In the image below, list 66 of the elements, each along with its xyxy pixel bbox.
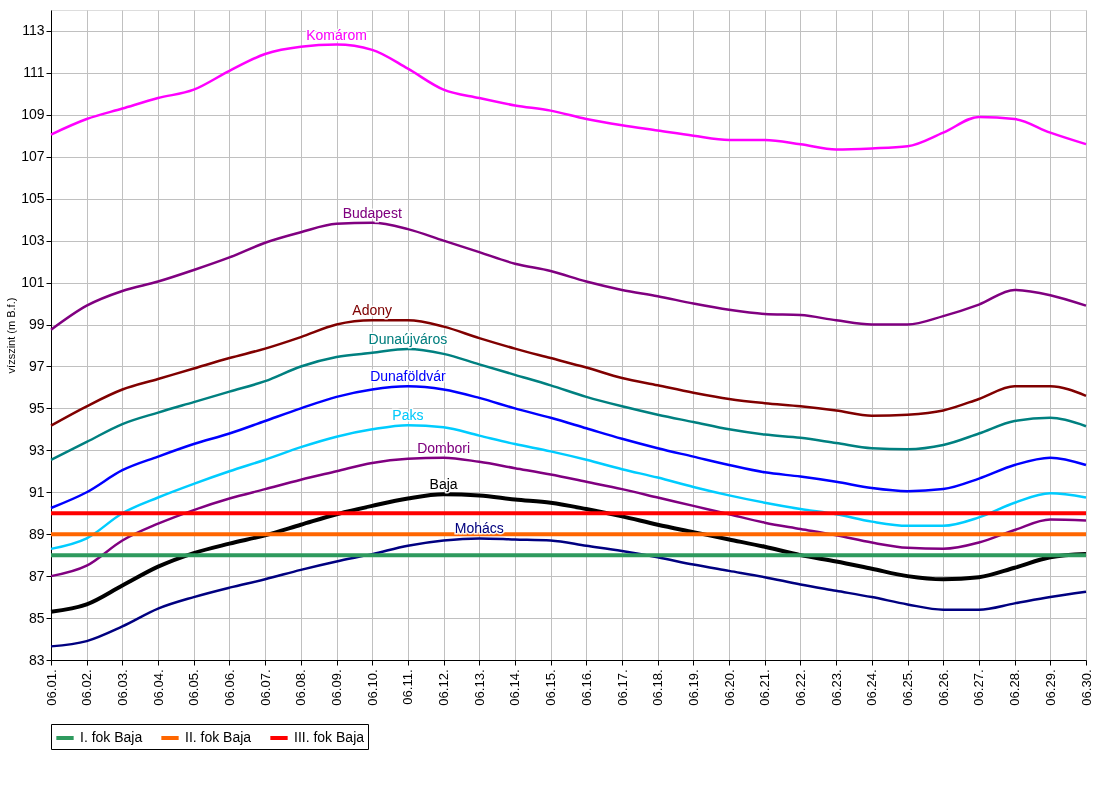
y-tick-label: 93 <box>28 441 45 458</box>
line-series <box>49 221 1088 332</box>
x-tick-label: 06.28. <box>1007 669 1023 706</box>
y-tick-label: 109 <box>21 106 45 123</box>
line-series <box>49 319 1088 427</box>
series-label: Dunaújváros <box>368 331 448 348</box>
x-tick-label: 06.08. <box>293 669 309 706</box>
series-label: Budapest <box>342 204 402 221</box>
x-tick-label: 06.01. <box>43 669 59 706</box>
series-label: Adony <box>352 302 393 319</box>
series-label: Baja <box>429 476 458 493</box>
y-tick-label: 111 <box>23 64 45 81</box>
x-tick-label: 06.22. <box>792 669 808 706</box>
x-tick-label: 06.10. <box>364 669 380 706</box>
x-tick-label: 06.06. <box>221 669 237 706</box>
x-tick-label: 06.04. <box>150 669 166 706</box>
y-tick-label: 97 <box>28 357 45 374</box>
x-tick-label: 06.12. <box>436 669 452 706</box>
x-tick-label: 06.26. <box>935 669 951 706</box>
line-series <box>49 43 1088 151</box>
x-tick-label: 06.16. <box>578 669 594 706</box>
y-tick-label: 83 <box>28 651 45 668</box>
x-tick-label: 06.07. <box>257 669 273 706</box>
x-tick-label: 06.02. <box>79 669 95 706</box>
x-tick-label: 06.24. <box>864 669 880 706</box>
line-series <box>49 537 1088 648</box>
line-series <box>49 385 1088 510</box>
x-tick-label: 06.05. <box>186 669 202 706</box>
series-label: Dombori <box>417 439 471 456</box>
y-tick-label: 99 <box>28 316 45 333</box>
x-tick-label: 06.29. <box>1042 669 1058 706</box>
series-label: Dunaföldvár <box>370 368 446 385</box>
x-tick-label: 06.18. <box>650 669 666 706</box>
x-tick-label: 06.20. <box>721 669 737 706</box>
y-tick-label: 103 <box>21 232 45 249</box>
y-tick-label: 101 <box>21 274 45 291</box>
x-tick-label: 06.03. <box>114 669 130 706</box>
y-tick-label: 91 <box>28 483 45 500</box>
y-axis-title: vízszint (m B.f.) <box>5 297 18 374</box>
x-tick-label: 06.09. <box>329 669 345 706</box>
x-tick-label: 06.27. <box>971 669 987 706</box>
y-tick-label: 113 <box>22 22 45 39</box>
x-tick-label: 06.11. <box>400 669 416 705</box>
y-tick-label: 87 <box>28 567 45 584</box>
y-tick-label: 95 <box>28 399 45 416</box>
y-tick-label: 107 <box>21 148 45 165</box>
legend-label: III. fok Baja <box>294 729 365 745</box>
x-tick-label: 06.19. <box>685 669 701 706</box>
x-tick-label: 06.14. <box>507 669 523 706</box>
line-series <box>49 423 1088 551</box>
y-tick-label: 89 <box>28 525 45 542</box>
x-tick-label: 06.21. <box>757 669 773 706</box>
series-label: Paks <box>392 407 424 424</box>
legend-label: II. fok Baja <box>185 729 252 745</box>
y-tick-label: 105 <box>21 190 45 207</box>
y-tick-label: 85 <box>28 609 45 626</box>
x-tick-label: 06.25. <box>900 669 916 706</box>
x-tick-label: 06.15. <box>543 669 559 706</box>
x-tick-label: 06.13. <box>471 669 487 706</box>
legend-label: I. fok Baja <box>80 729 143 745</box>
line-series <box>49 347 1088 462</box>
x-tick-label: 06.30. <box>1078 669 1094 706</box>
x-tick-label: 06.17. <box>614 669 630 706</box>
series-label: Komárom <box>306 26 367 43</box>
line-series <box>49 456 1088 578</box>
x-tick-label: 06.23. <box>828 669 844 706</box>
